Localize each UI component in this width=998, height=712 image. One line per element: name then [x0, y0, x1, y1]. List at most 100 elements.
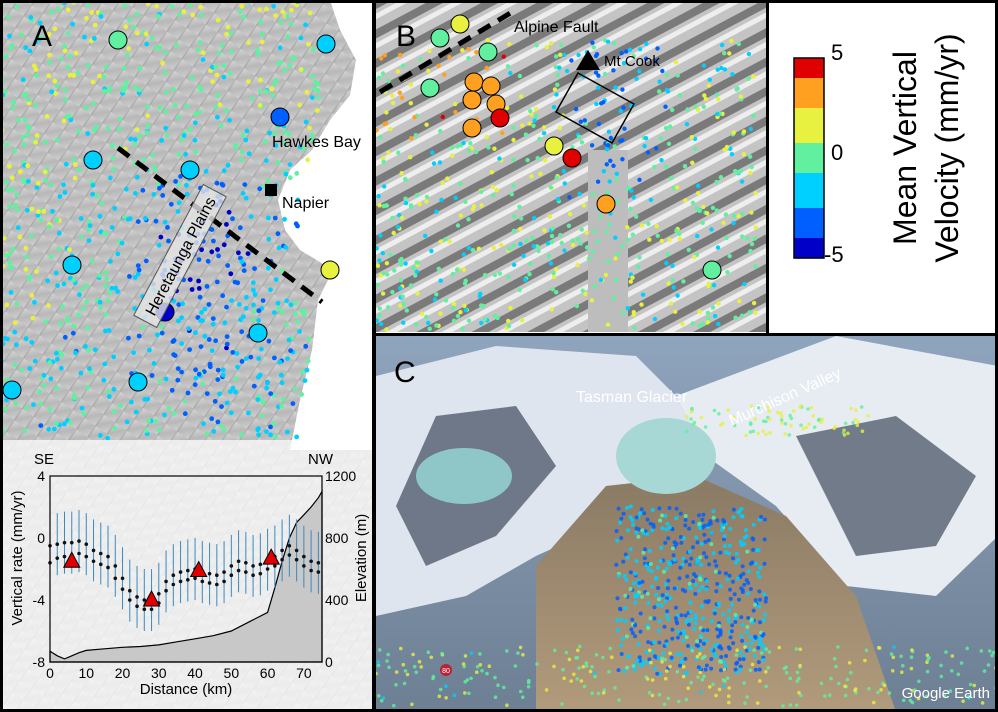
insar-point [460, 326, 465, 331]
insar-point [285, 429, 290, 435]
insar-point [271, 3, 276, 9]
insar-point [797, 690, 801, 695]
insar-point [631, 195, 636, 200]
insar-point [634, 530, 639, 535]
insar-point [740, 564, 745, 569]
insar-point [258, 19, 264, 25]
insar-point [740, 514, 745, 519]
insar-point [106, 394, 112, 399]
insar-point [131, 350, 137, 355]
insar-point [289, 56, 295, 62]
insar-point [660, 513, 664, 518]
insar-point [224, 400, 230, 406]
insar-point [254, 47, 260, 53]
insar-point [590, 40, 595, 45]
profile-point [200, 579, 205, 584]
insar-point [402, 681, 407, 686]
insar-point [707, 77, 712, 82]
insar-point [616, 574, 621, 578]
insar-point [87, 223, 93, 229]
profile-point [207, 571, 212, 576]
insar-point [376, 318, 379, 323]
insar-point [683, 656, 688, 661]
insar-point [228, 410, 234, 416]
y-tick-label: -4 [33, 592, 46, 608]
insar-point [990, 653, 994, 658]
insar-point [724, 654, 729, 658]
insar-point [728, 587, 732, 592]
insar-point [581, 664, 586, 669]
insar-point [833, 425, 838, 429]
insar-point [28, 15, 34, 20]
insar-point [250, 280, 256, 286]
insar-point [166, 405, 172, 411]
insar-point [917, 679, 921, 684]
insar-point [753, 417, 757, 421]
insar-point [282, 129, 288, 135]
insar-point [548, 41, 554, 46]
insar-point [657, 89, 662, 94]
insar-point [70, 330, 76, 336]
insar-point [215, 114, 220, 120]
insar-point [757, 667, 762, 672]
insar-point [492, 272, 498, 278]
tasman-valley-floor [588, 150, 628, 332]
insar-point [245, 0, 251, 6]
insar-point [192, 382, 198, 388]
insar-point [845, 677, 850, 682]
insar-point [41, 383, 47, 389]
insar-point [243, 195, 249, 201]
insar-point [413, 322, 419, 327]
insar-point [564, 650, 569, 655]
insar-point [437, 160, 443, 165]
insar-point [692, 146, 698, 151]
insar-point [116, 126, 122, 132]
insar-point [278, 20, 283, 25]
insar-point [121, 87, 127, 92]
insar-point [451, 301, 457, 307]
insar-point [645, 517, 650, 522]
insar-point [592, 284, 597, 289]
insar-point [735, 86, 740, 91]
mountain-shadow-right [796, 416, 976, 556]
insar-point [666, 696, 671, 701]
insar-point [722, 534, 727, 539]
insar-point [184, 191, 190, 197]
insar-point [757, 589, 762, 594]
insar-point [153, 45, 159, 51]
colorbar-segment [794, 203, 824, 209]
insar-point [950, 669, 954, 673]
insar-point [386, 78, 391, 84]
insar-point [756, 660, 761, 665]
insar-point [151, 361, 157, 366]
insar-point [731, 213, 737, 218]
insar-point [665, 252, 671, 257]
insar-point [702, 93, 707, 98]
insar-point [31, 63, 37, 69]
insar-point [856, 420, 861, 424]
insar-point [4, 179, 9, 185]
insar-point [240, 132, 246, 138]
insar-point [618, 138, 623, 144]
insar-point [29, 206, 35, 212]
insar-point [94, 124, 99, 130]
insar-point [736, 557, 741, 562]
insar-point [46, 224, 52, 230]
insar-point [667, 525, 672, 530]
insar-point [75, 70, 81, 76]
insar-point [628, 570, 633, 575]
insar-point [780, 421, 784, 425]
insar-point [702, 523, 707, 528]
insar-point [752, 653, 757, 658]
insar-point [126, 17, 132, 23]
insar-point [41, 209, 47, 214]
insar-point [232, 279, 238, 285]
insar-point [703, 96, 709, 102]
tasman-glacier-label: Tasman Glacier [576, 389, 688, 406]
insar-point [84, 283, 89, 288]
insar-point [709, 542, 714, 547]
insar-point [403, 196, 408, 201]
insar-point [745, 236, 750, 241]
colorbar-segment [794, 148, 824, 154]
insar-point [739, 179, 745, 184]
